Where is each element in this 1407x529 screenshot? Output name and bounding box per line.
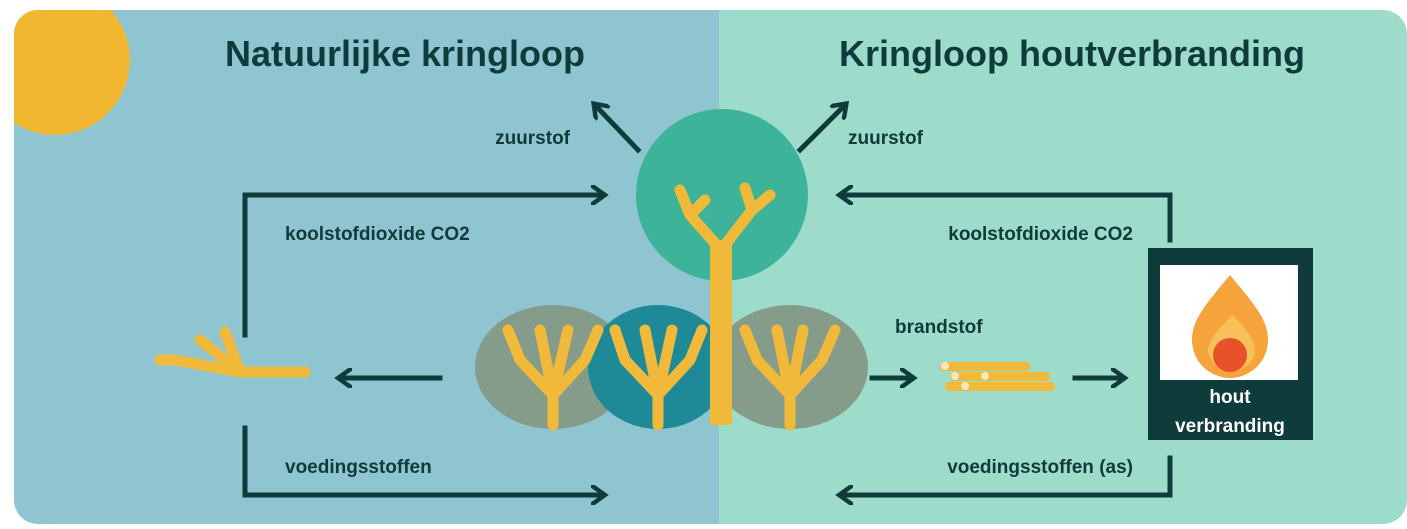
nutrients-label: voedingsstoffen (as)	[947, 457, 1133, 478]
right-title: Kringloop houtverbranding	[839, 33, 1305, 74]
co2-label: koolstofdioxide CO2	[285, 224, 470, 245]
oxygen-label: zuurstof	[495, 128, 571, 149]
fuel-label: brandstof	[895, 317, 983, 338]
co2-label: koolstofdioxide CO2	[948, 224, 1133, 245]
diagram: Natuurlijke kringloop Kringloop houtverb…	[0, 0, 1407, 524]
oxygen-label: zuurstof	[848, 128, 924, 149]
fire-label: verbranding	[1175, 416, 1285, 437]
left-title: Natuurlijke kringloop	[225, 33, 585, 74]
nutrients-label: voedingsstoffen	[285, 457, 432, 478]
fire-label: hout	[1209, 387, 1251, 408]
